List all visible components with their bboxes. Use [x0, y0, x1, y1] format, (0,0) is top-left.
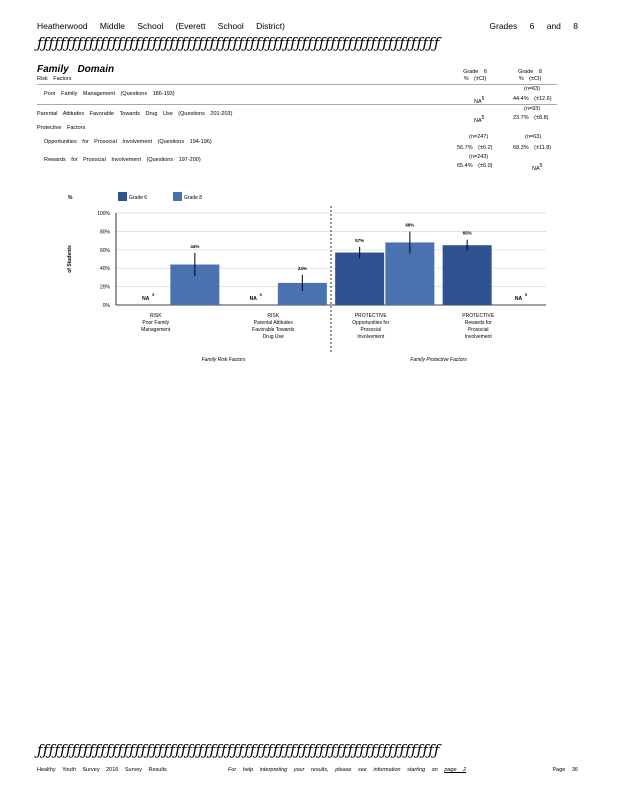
y-axis-label-percent: %	[68, 195, 73, 201]
row-g6: NA5	[474, 115, 485, 124]
row-g6: 56.7% (±6.2)	[457, 145, 493, 151]
row-label: Parental Attitudes Favorable Towards Dru…	[37, 111, 233, 117]
page-link[interactable]: page 2	[444, 767, 467, 773]
footer-left: Healthy Youth Survey 2016 Survey Results	[37, 767, 167, 773]
protective-heading: Protective Factors	[37, 125, 86, 131]
category-label: PROTECTIVE	[462, 313, 495, 319]
group-label-risk: Family Risk Factors	[202, 357, 246, 363]
bar-value-label: 57%	[355, 238, 364, 243]
footer-page: Page 36	[552, 767, 579, 773]
col-grade8-sub: % (±CI)	[518, 76, 542, 82]
group-label-protective: Family Protective Factors	[410, 357, 467, 363]
category-label: RISK	[267, 313, 279, 319]
risk-heading: Risk Factors	[37, 76, 72, 82]
bar-chart: 0% 20% 40% 60% 80% 100% of Students% Grade 6 Gra…	[67, 192, 546, 363]
category-label: Involvement	[465, 334, 493, 340]
row-g6: 65.4% (±6.0)	[457, 163, 493, 169]
row-n8: (n=63)	[525, 134, 542, 140]
row-n8: (n=93)	[524, 106, 541, 112]
na-superscript: 5	[525, 292, 528, 297]
y-tick-label: 40%	[100, 266, 111, 272]
legend-swatch	[173, 192, 182, 201]
na-superscript: 5	[152, 292, 155, 297]
y-tick-label: 60%	[100, 248, 111, 254]
category-label: Favorable Towards	[252, 327, 295, 333]
row-label: Rewards for Prosocial Involvement (Quest…	[44, 157, 201, 163]
legend-label: Grade 8	[184, 195, 202, 201]
y-tick-label: 100%	[97, 211, 110, 217]
y-tick-label: 0%	[103, 303, 111, 309]
category-label: Drug Use	[263, 334, 284, 340]
na-label: NA	[515, 296, 523, 302]
bar-value-label: 68%	[405, 223, 414, 228]
legend-swatch	[118, 192, 127, 201]
na-label: NA	[250, 296, 258, 302]
na-superscript: 5	[260, 292, 263, 297]
col-grade6-sub: % (±CI)	[463, 76, 487, 82]
y-tick-label: 80%	[100, 229, 111, 235]
row-divider	[37, 104, 557, 105]
header-divider	[37, 84, 557, 85]
y-tick-label: 20%	[100, 285, 111, 291]
row-g8: 44.4% (±12.6)	[513, 96, 552, 102]
legend-label: Grade 6	[129, 195, 147, 201]
row-n6: (n=243)	[469, 154, 489, 160]
category-label: Management	[141, 327, 171, 333]
bar-grade6	[442, 245, 492, 305]
grades-label: Grades 6 and 8	[489, 21, 578, 31]
domain-title: Family Domain	[37, 64, 115, 75]
bar-value-label: 24%	[298, 266, 307, 271]
category-label: PROTECTIVE	[355, 313, 388, 319]
category-label: Involvement	[357, 334, 385, 340]
bar-grade8	[277, 282, 327, 305]
category-label: Prosocial	[468, 327, 489, 333]
category-label: Prosocial	[360, 327, 381, 333]
category-label: RISK	[150, 313, 162, 319]
row-n8: (n=63)	[524, 86, 541, 92]
bar-value-label: 65%	[463, 231, 472, 236]
category-label: Poor Family	[142, 320, 169, 326]
bar-grade6	[335, 252, 385, 305]
row-g6: NA5	[474, 96, 485, 105]
header-rule: ƒƒƒƒƒƒƒƒƒƒƒƒƒƒƒƒƒƒƒƒƒƒƒƒƒƒƒƒƒƒƒƒƒƒƒƒƒƒƒƒ…	[37, 34, 440, 52]
col-grade6: Grade 6	[463, 69, 487, 75]
footer-rule: ƒƒƒƒƒƒƒƒƒƒƒƒƒƒƒƒƒƒƒƒƒƒƒƒƒƒƒƒƒƒƒƒƒƒƒƒƒƒƒƒ…	[37, 741, 440, 759]
row-label: Poor Family Management (Questions 186-19…	[44, 91, 175, 97]
y-axis-label: of Students	[67, 245, 73, 273]
school-title: Heatherwood Middle School (Everett Schoo…	[37, 21, 285, 31]
col-grade8: Grade 8	[518, 69, 542, 75]
category-label: Opportunities for	[352, 320, 389, 326]
bar-value-label: 44%	[190, 244, 199, 249]
row-g8: 23.7% (±8.8)	[513, 115, 549, 121]
footer-help: For help interpreting your results, plea…	[228, 767, 467, 773]
row-label: Opportunities for Prosocial Involvement …	[44, 139, 212, 145]
category-label: Parental Attitudes	[254, 320, 294, 326]
na-label: NA	[142, 296, 150, 302]
category-label: Rewards for	[465, 320, 492, 326]
row-n6: (n=247)	[469, 134, 489, 140]
row-g8: NA5	[532, 163, 543, 172]
row-g8: 68.3% (±11.8)	[513, 145, 552, 151]
